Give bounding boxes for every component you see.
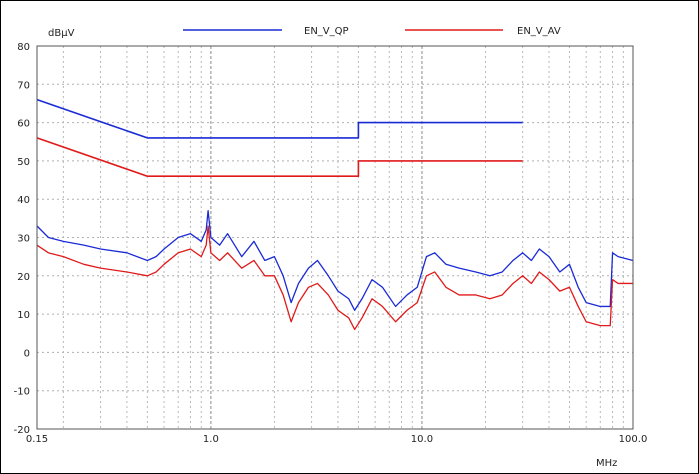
x-tick-label: 0.15: [26, 434, 48, 445]
y-tick-label: 30: [17, 234, 30, 245]
y-tick-label: 80: [17, 42, 30, 53]
series-line-0: [36, 98, 523, 139]
y-tick-label: 40: [17, 195, 30, 206]
y-tick-label: -20: [14, 425, 30, 436]
y-tick-label: 0: [24, 348, 30, 359]
legend: EN_V_QP EN_V_AV: [183, 26, 561, 37]
y-tick-label: 50: [17, 157, 30, 168]
x-axis-ticks: 0.15 1.0 10.0 100.0: [26, 434, 647, 445]
y-axis-label: dBµV: [48, 28, 75, 39]
y-tick-label: 10: [17, 310, 30, 321]
series-line-3: [36, 225, 633, 331]
y-tick-label: 70: [17, 80, 30, 91]
y-tick-label: -10: [14, 387, 30, 398]
legend-label: EN_V_AV: [517, 26, 561, 37]
x-axis-label: MHz: [596, 458, 617, 469]
series-layer: [36, 98, 634, 331]
x-tick-label: 100.0: [619, 434, 648, 445]
plot-border: [36, 45, 634, 430]
y-tick-label: 60: [17, 119, 30, 130]
x-tick-label: 1.0: [203, 434, 219, 445]
y-tick-label: 20: [17, 272, 30, 283]
series-line-1: [36, 137, 523, 178]
y-axis-ticks: 80 70 60 50 40 30 20 10 0 -10 -20: [14, 42, 30, 436]
x-tick-label: 10.0: [411, 434, 433, 445]
series-line-2: [36, 210, 634, 311]
legend-label: EN_V_QP: [304, 26, 349, 37]
